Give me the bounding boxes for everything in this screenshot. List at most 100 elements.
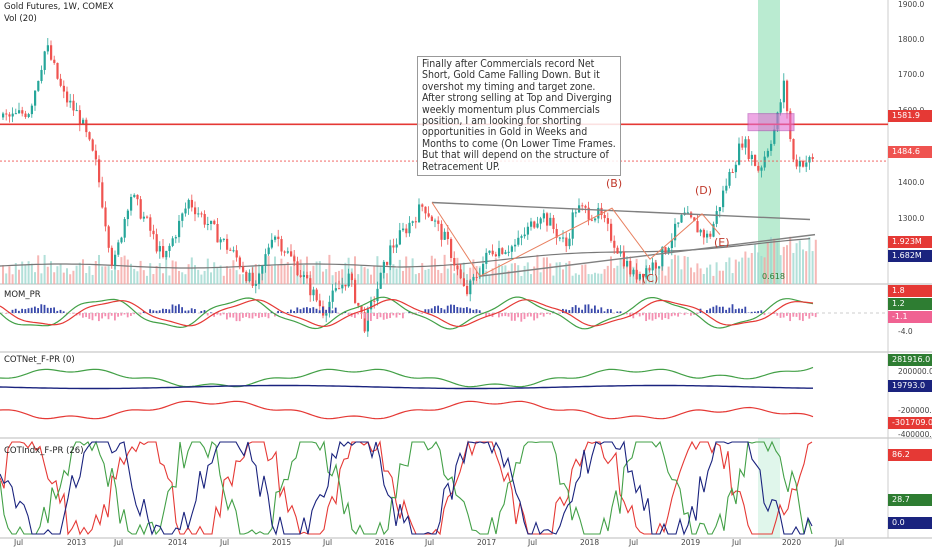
candle-body [8,114,11,117]
volume-bar [792,252,795,284]
analysis-note[interactable]: Finally after Commercials record Net Sho… [417,56,621,176]
mom-histogram-bar [395,313,398,318]
candle-body [795,159,798,167]
mom-histogram-bar [82,313,84,318]
mom-histogram-bar [133,313,135,315]
candle-body [782,80,785,103]
mom-histogram-bar [466,307,468,313]
x-tick: 2017 [477,538,497,547]
candle-body [459,269,462,279]
candle-body [382,261,385,273]
mom-histogram-bar [648,313,651,320]
candle-body [158,246,161,252]
candle-body [347,273,350,287]
mom-histogram-bar [549,313,551,315]
mom-histogram-bar [453,304,455,313]
candle-body [30,105,33,115]
mom-histogram-bar [600,307,603,313]
mom-histogram-bar [651,313,654,321]
volume-bar [203,270,206,284]
mom-histogram-bar [786,313,788,316]
candle-body [341,284,344,289]
volume-bar [725,262,728,284]
volume-bar [40,273,43,284]
volume-bar [315,261,318,284]
mom-histogram-bar [165,308,167,313]
volume-bar [504,265,507,284]
mom-histogram-bar [296,307,299,313]
x-tick: 2019 [681,538,701,547]
volume-bar [782,246,785,284]
candle-body [517,237,520,245]
volume-bar [619,258,622,284]
candle-body [664,247,667,254]
mom-histogram-bar [411,313,414,315]
volume-bar [197,269,200,284]
candle-body [238,257,241,267]
mom-histogram-bar [290,309,292,313]
mom-histogram-bar [376,313,379,320]
volume-bar [658,275,660,284]
volume-bar [430,255,433,284]
volume-bar [219,265,222,284]
volume-bar [264,261,267,284]
candle-body [731,172,734,174]
mom-histogram-bar [184,310,187,313]
candle-body [466,285,469,295]
candle-body [187,199,190,209]
mom-histogram-bar [450,304,452,313]
volume-bar [686,256,689,284]
volume-bar [587,274,590,284]
candle-body [334,288,337,291]
mom-histogram-bar [98,313,100,322]
volume-bar [728,257,731,284]
volume-bar [754,244,756,284]
mom-histogram-bar [533,313,535,321]
volume-bar [661,266,664,284]
volume-bar [46,266,49,284]
volume-bar [549,263,552,284]
volume-bar [408,267,411,284]
candle-body [462,278,465,286]
volume-bar [402,270,404,284]
volume-bar [2,265,4,284]
chart-title: Gold Futures, 1W, COMEX [4,2,114,12]
volume-bar [501,265,504,284]
mom-histogram-bar [725,309,727,313]
volume-bar [600,273,603,284]
mom-histogram-bar [277,310,279,313]
candle-body [635,269,638,280]
volume-bar [277,265,280,284]
candle-body [501,248,504,254]
volume-bar [558,262,561,284]
volume-bar [354,256,356,284]
candle-body [613,240,616,248]
candle-body [792,139,795,160]
mom-histogram-bar [654,313,657,320]
volume-bar [56,266,59,284]
candle-body [811,157,814,160]
target-zone [747,113,795,132]
candle-body [520,236,523,238]
mom-histogram-bar [379,313,382,318]
mom-histogram-bar [546,313,548,315]
volume-bar [773,238,776,284]
volume-bar [488,274,491,284]
mom-histogram-bar [357,313,359,315]
x-tick: Jul [323,538,333,547]
candle-body [248,272,251,282]
mom-histogram-bar [446,305,449,313]
candle-body [126,210,129,220]
cotnet-badge-2: 19793.0 [888,380,932,392]
volume-bar [722,270,724,284]
candle-body [536,223,539,228]
candle-body [600,207,603,216]
x-tick: Jul [14,538,24,547]
mom-histogram-bar [805,313,807,317]
mom-histogram-bar [437,305,439,313]
candle-body [603,215,606,219]
mom-histogram-bar [530,313,532,317]
candle-body [14,113,17,115]
volume-bar [674,254,676,284]
